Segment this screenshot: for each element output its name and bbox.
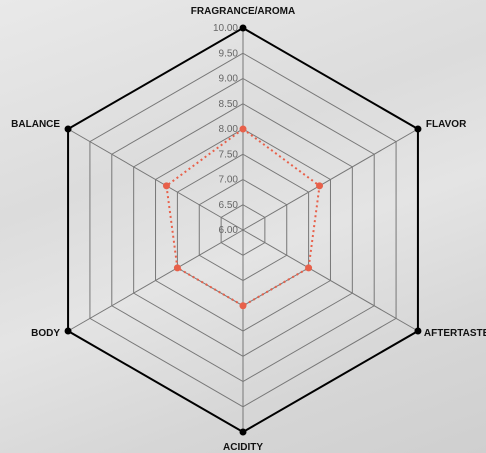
- data-point[interactable]: [316, 182, 324, 190]
- axis-label: FLAVOR: [426, 119, 467, 130]
- data-point[interactable]: [239, 302, 247, 310]
- tick-label: 8.00: [219, 124, 239, 135]
- axis-spoke: [67, 229, 244, 332]
- axis-end-dot: [64, 327, 72, 335]
- axis-spoke: [242, 229, 419, 332]
- axis-spoke: [67, 128, 244, 231]
- tick-label: 7.50: [219, 149, 239, 160]
- tick-label: 7.00: [219, 175, 239, 186]
- axis-label: AFTERTASTE: [424, 328, 486, 339]
- axis-label: BALANCE: [11, 119, 60, 130]
- tick-label: 8.50: [219, 99, 239, 110]
- data-point[interactable]: [162, 182, 170, 190]
- axis-end-dot: [414, 125, 422, 133]
- axis-end-dot: [239, 24, 247, 32]
- axis-label: FRAGRANCE/AROMA: [191, 6, 295, 17]
- tick-label: 6.00: [219, 225, 239, 236]
- axis-label: ACIDITY: [223, 442, 263, 453]
- axis-end-dot: [239, 428, 247, 436]
- axis-label: BODY: [31, 328, 60, 339]
- tick-label: 9.50: [219, 48, 239, 59]
- data-point[interactable]: [305, 264, 313, 272]
- tick-label: 9.00: [219, 74, 239, 85]
- axis-end-dot: [414, 327, 422, 335]
- axis-end-dot: [64, 125, 72, 133]
- data-point[interactable]: [239, 125, 247, 133]
- tick-label: 10.00: [213, 23, 238, 34]
- data-point[interactable]: [173, 264, 181, 272]
- tick-label: 6.50: [219, 200, 239, 211]
- axis-spoke: [242, 128, 419, 231]
